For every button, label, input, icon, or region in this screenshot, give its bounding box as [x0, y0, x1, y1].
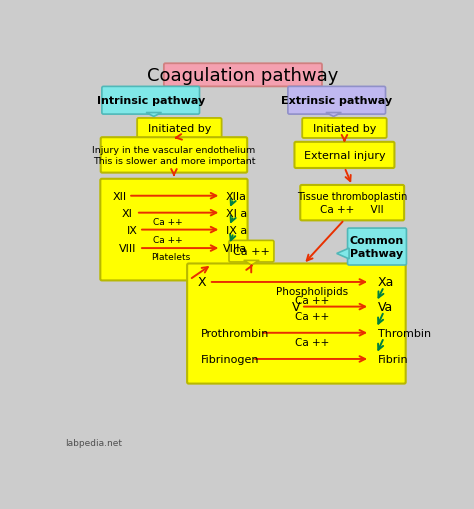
- Text: Intrinsic pathway: Intrinsic pathway: [97, 96, 205, 106]
- Text: Ca ++     VII: Ca ++ VII: [320, 205, 384, 214]
- Text: This is slower and more important: This is slower and more important: [93, 156, 255, 165]
- Text: Common: Common: [350, 236, 404, 246]
- Text: labpedia.net: labpedia.net: [65, 438, 122, 447]
- Text: Injury in the vascular endothelium: Injury in the vascular endothelium: [92, 146, 255, 155]
- Text: Phospholipids: Phospholipids: [276, 287, 348, 297]
- Text: IX a: IX a: [226, 225, 247, 235]
- Text: VIII: VIII: [119, 244, 137, 253]
- Text: Xa: Xa: [378, 276, 394, 289]
- Polygon shape: [337, 248, 349, 260]
- Text: Thrombin: Thrombin: [378, 328, 431, 338]
- Text: XI: XI: [122, 208, 133, 218]
- Text: Tissue thromboplastin: Tissue thromboplastin: [297, 192, 407, 202]
- Text: Ca ++: Ca ++: [295, 311, 329, 321]
- FancyBboxPatch shape: [302, 119, 387, 138]
- Text: Ca ++: Ca ++: [233, 247, 270, 257]
- Text: Va: Va: [378, 300, 393, 314]
- FancyBboxPatch shape: [229, 241, 274, 263]
- Text: External injury: External injury: [304, 151, 385, 161]
- Text: V: V: [292, 300, 300, 314]
- Text: Pathway: Pathway: [350, 248, 403, 258]
- Polygon shape: [146, 114, 162, 117]
- Text: Initiated by: Initiated by: [148, 124, 211, 134]
- FancyBboxPatch shape: [102, 87, 200, 115]
- Text: Ca ++: Ca ++: [295, 337, 329, 347]
- Text: Initiated by: Initiated by: [313, 124, 376, 134]
- FancyBboxPatch shape: [288, 87, 385, 115]
- Text: Ca ++: Ca ++: [153, 236, 182, 245]
- Text: X: X: [198, 276, 207, 289]
- FancyBboxPatch shape: [300, 186, 404, 221]
- Text: Extrinsic pathway: Extrinsic pathway: [281, 96, 392, 106]
- FancyBboxPatch shape: [164, 64, 322, 87]
- Text: XII: XII: [113, 191, 127, 202]
- Text: Ca ++: Ca ++: [295, 296, 329, 306]
- Text: Platelets: Platelets: [151, 252, 191, 262]
- Text: Fibrinogen: Fibrinogen: [201, 354, 260, 364]
- Text: Coagulation pathway: Coagulation pathway: [147, 67, 338, 84]
- FancyBboxPatch shape: [100, 180, 247, 281]
- Text: XI a: XI a: [226, 208, 247, 218]
- FancyBboxPatch shape: [294, 143, 394, 168]
- FancyBboxPatch shape: [100, 138, 247, 173]
- Text: Fibrin: Fibrin: [378, 354, 409, 364]
- FancyBboxPatch shape: [347, 229, 406, 266]
- Polygon shape: [326, 114, 341, 117]
- Text: IX: IX: [127, 225, 137, 235]
- Text: VIIIa: VIIIa: [223, 244, 247, 253]
- Text: XIIa: XIIa: [226, 191, 247, 202]
- Text: Ca ++: Ca ++: [153, 217, 182, 226]
- Polygon shape: [244, 261, 259, 266]
- Text: Prothrombin: Prothrombin: [201, 328, 269, 338]
- FancyBboxPatch shape: [187, 264, 406, 384]
- FancyBboxPatch shape: [137, 119, 222, 138]
